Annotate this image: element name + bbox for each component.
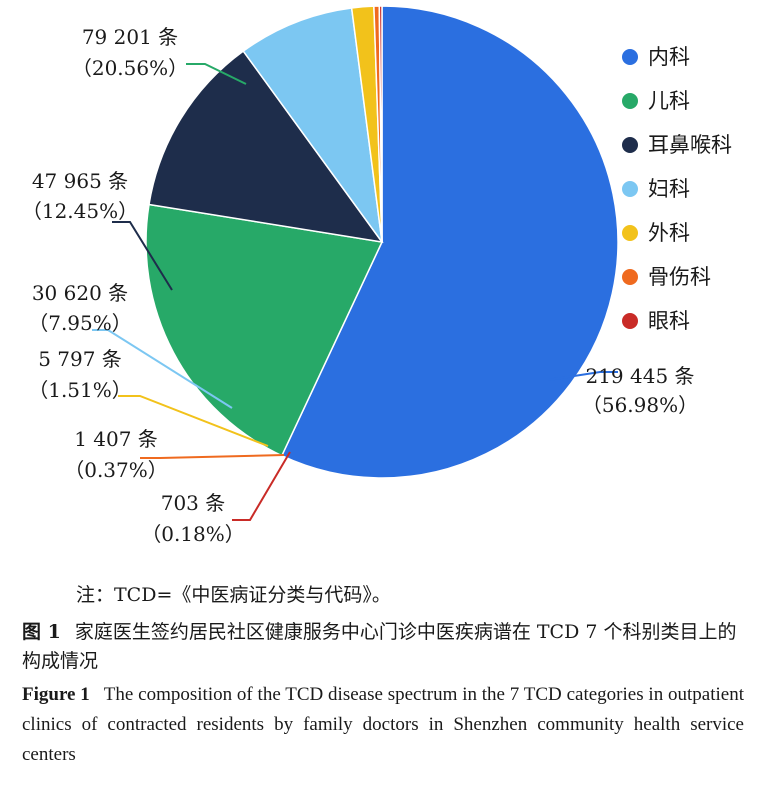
pie-slices [145,5,619,479]
legend-label-series-4: 外科 [648,221,690,245]
pie-slice-series-2 [148,50,384,244]
legend-swatch-series-4 [622,225,638,241]
data-label-pct-series-5: （0.37%） [64,458,168,482]
legend-label-series-3: 妇科 [648,177,690,201]
leader-line-series-3 [92,329,233,409]
legend-swatch-series-1 [622,93,638,109]
chart-note: 注：TCD=《中医病证分类与代码》。 [76,584,391,606]
figure-text-en: The composition of the TCD disease spect… [22,684,744,765]
data-label-value-series-5: 1 407 条 [74,427,158,451]
leader-line-series-5 [140,454,285,459]
figure-caption-en: Figure 1 The composition of the TCD disea… [22,680,744,770]
legend-swatch-series-6 [622,313,638,329]
legend-swatch-series-5 [622,269,638,285]
leader-line-series-0 [547,371,618,381]
legend-label-series-2: 耳鼻喉科 [648,133,732,157]
data-label-pct-series-0: （56.98%） [582,393,698,417]
leader-line-series-2 [112,221,173,291]
legend-label-series-0: 内科 [648,45,690,69]
data-label-pct-series-3: （7.95%） [28,311,132,335]
figure-caption-zh: 图 1 家庭医生签约居民社区健康服务中心门诊中医疾病谱在 TCD 7 个科别类目上… [22,618,744,676]
data-label-value-series-3: 30 620 条 [32,281,128,305]
data-label-value-series-4: 5 797 条 [38,347,122,371]
pie-slice-series-0 [280,5,619,479]
figure-text-zh: 家庭医生签约居民社区健康服务中心门诊中医疾病谱在 TCD 7 个科别类目上的构成… [22,621,737,672]
data-label-pct-series-6: （0.18%） [141,522,245,546]
pie-slice-series-3 [242,7,383,243]
leader-lines [92,63,618,521]
legend-label-series-1: 儿科 [648,89,690,113]
data-label-pct-series-4: （1.51%） [28,378,132,402]
leader-line-series-4 [118,395,269,447]
figure-label-en: Figure 1 [22,684,90,705]
legend-swatch-series-3 [622,181,638,197]
legend-label-series-6: 眼科 [648,309,690,333]
figure-label-zh: 图 1 [22,621,61,643]
leader-line-series-6 [232,451,291,521]
data-label-pct-series-1: （20.56%） [72,56,188,80]
data-labels: 219 445 条 （56.98%） 79 201 条 （20.56%） 47 965 … [22,25,698,546]
pie-chart: 219 445 条 （56.98%） 79 201 条 （20.56%） 47 965 … [22,5,732,546]
data-label-value-series-1: 79 201 条 [82,25,178,49]
legend-swatch-series-0 [622,49,638,65]
legend-swatch-series-2 [622,137,638,153]
data-label-value-series-6: 703 条 [161,491,226,515]
data-label-value-series-2: 47 965 条 [32,169,128,193]
data-label-value-series-0: 219 445 条 [585,364,694,388]
pie-slice-series-6 [378,5,383,243]
data-label-pct-series-2: （12.45%） [22,199,138,223]
leader-line-series-1 [186,63,247,85]
legend-label-series-5: 骨伤科 [648,265,711,289]
